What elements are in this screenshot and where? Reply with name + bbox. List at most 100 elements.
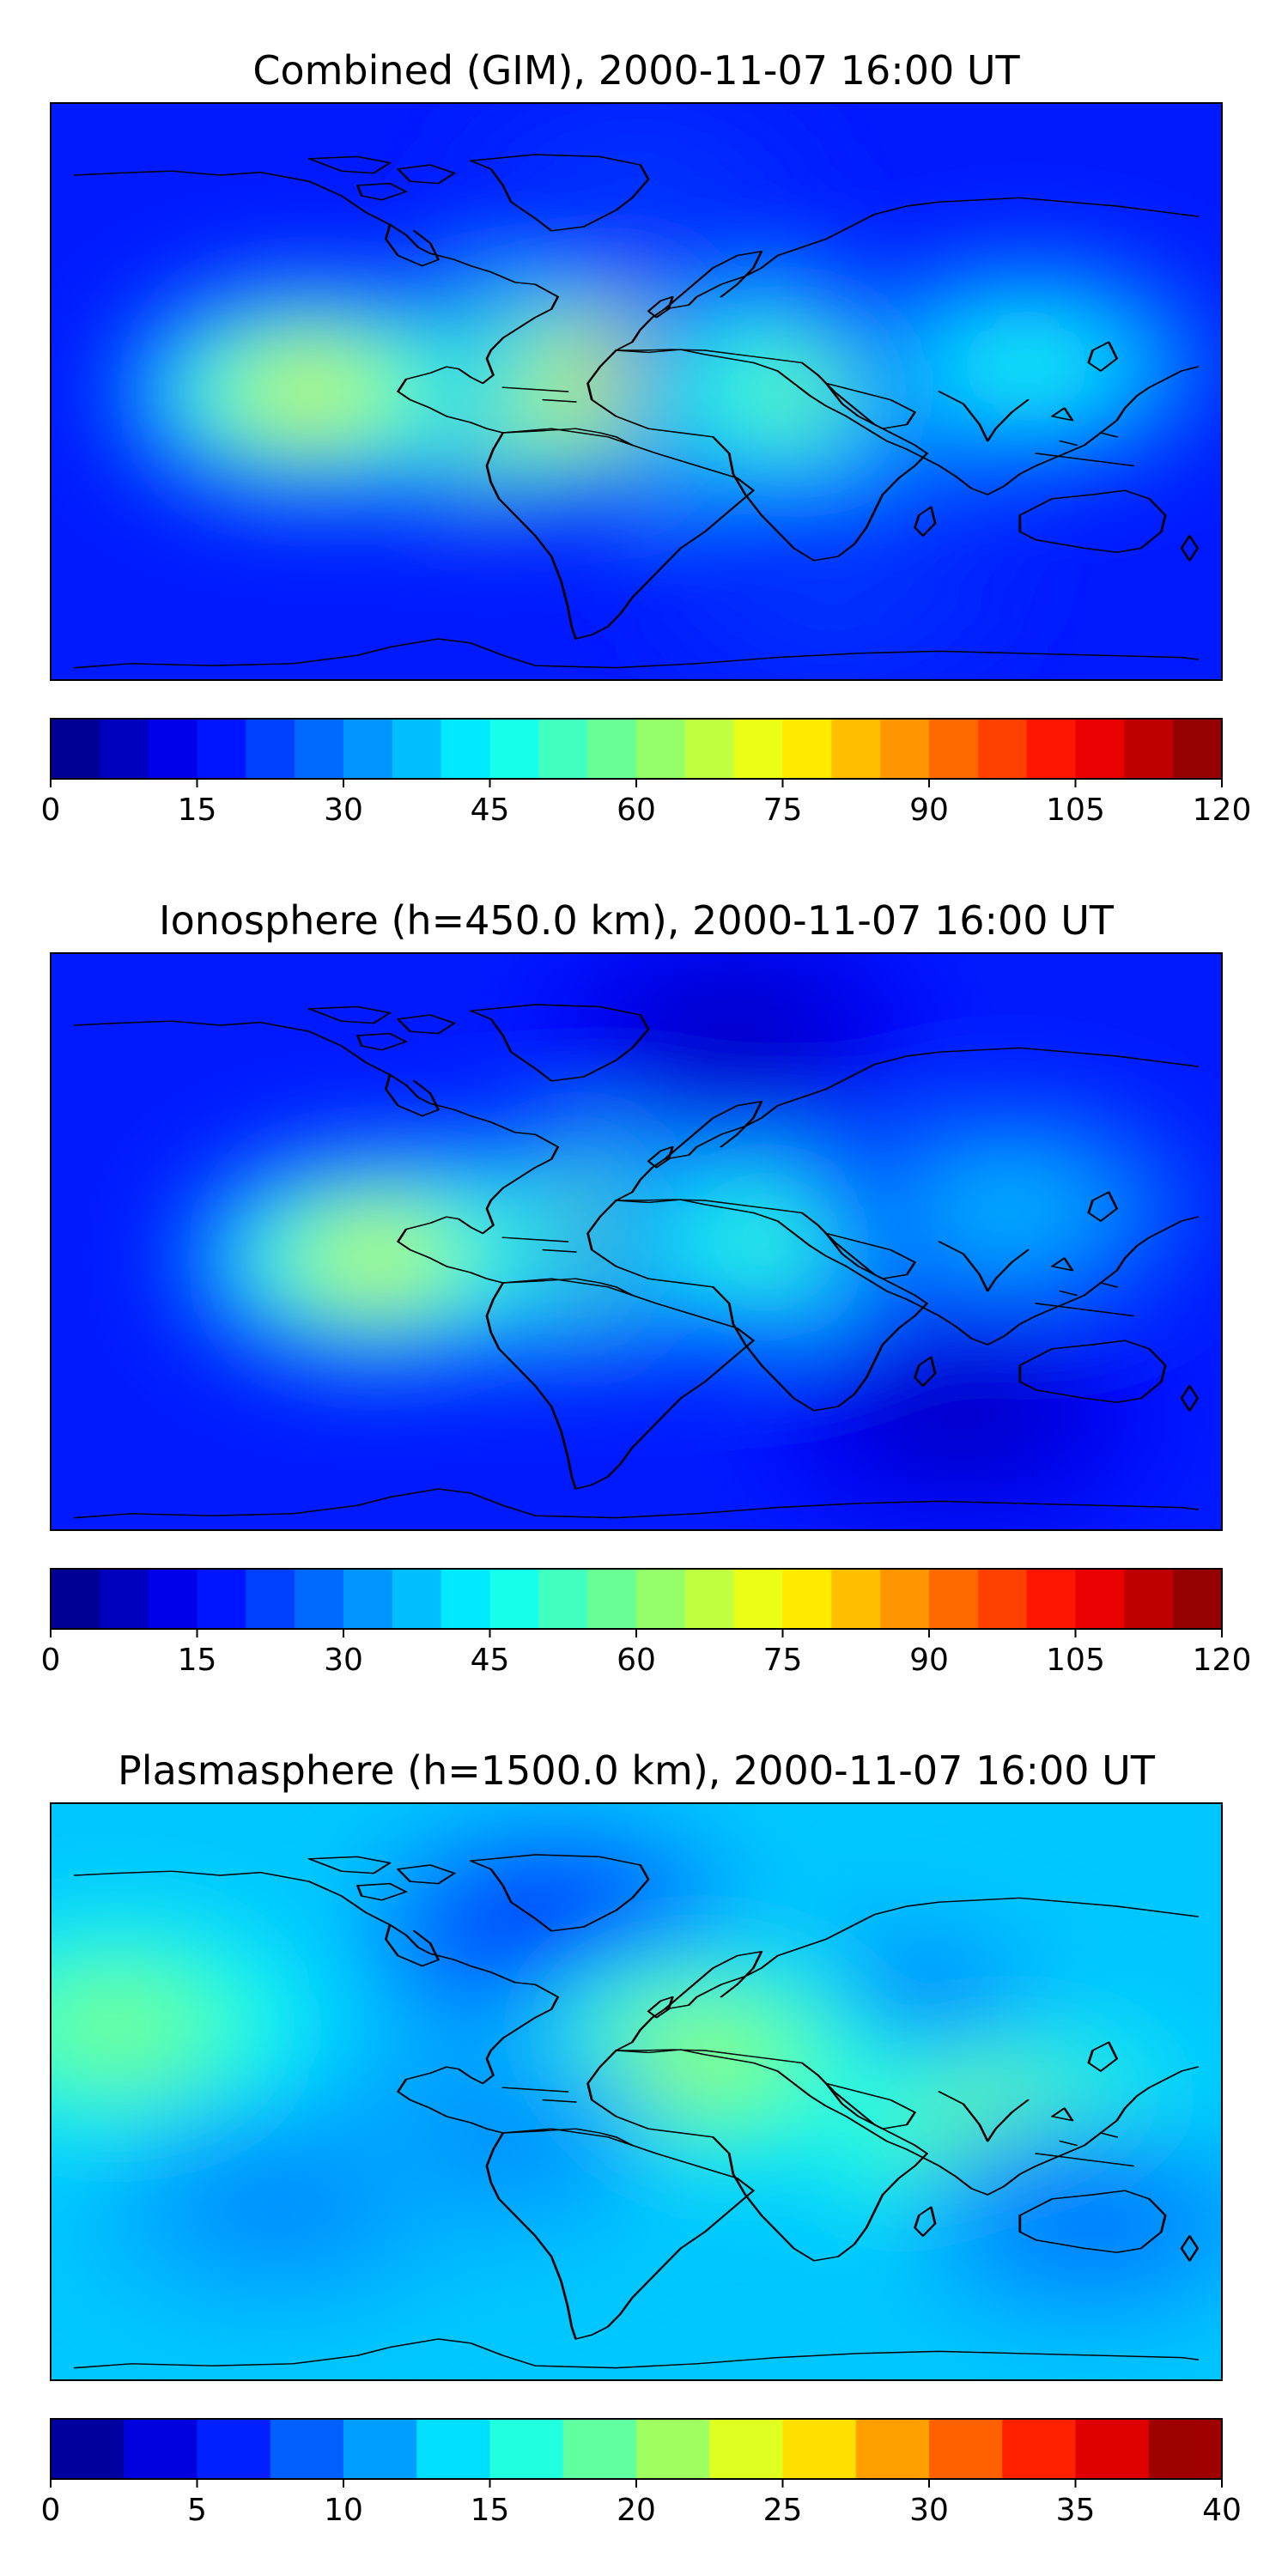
- colorbar-tick-label: 30: [324, 793, 363, 828]
- colorbar-segment: [587, 719, 637, 779]
- colorbar-segment: [1124, 719, 1174, 779]
- colorbar-segment: [489, 2419, 564, 2479]
- colorbar-segment: [782, 719, 832, 779]
- colorbar-tick-label: 30: [909, 2493, 949, 2528]
- colorbar-segment: [51, 719, 100, 779]
- colorbar-segment: [197, 2419, 271, 2479]
- field-blob: [661, 2037, 741, 2082]
- field-layer: [51, 1820, 1222, 2332]
- colorbar-segment: [489, 719, 539, 779]
- panel-title: Ionosphere (h=450.0 km), 2000-11-07 16:0…: [159, 897, 1115, 944]
- colorbar-tick-label: 0: [41, 793, 61, 828]
- colorbar-tick-label: 15: [178, 1643, 217, 1678]
- colorbar-tick-label: 20: [617, 2493, 656, 2528]
- colorbar-segment: [392, 1569, 442, 1629]
- colorbar-segment: [489, 1569, 539, 1629]
- field-blob: [1052, 2197, 1132, 2243]
- colorbar-segment: [929, 719, 979, 779]
- field-blob: [239, 2181, 319, 2227]
- colorbar: 0 5 10 15 20 25 30 35 40: [41, 2418, 1242, 2528]
- colorbar-segment: [1173, 1569, 1223, 1629]
- field-blob: [970, 1187, 1050, 1232]
- panel-2: Ionosphere (h=450.0 km), 2000-11-07 16:0…: [41, 897, 1252, 1678]
- field-blob: [759, 369, 839, 414]
- colorbar-segment: [295, 719, 344, 779]
- colorbar-tick-label: 120: [1193, 793, 1252, 828]
- colorbar-segment: [99, 719, 149, 779]
- panel-1: Combined (GIM), 2000-11-07 16:00 UT 0 15 30…: [41, 47, 1252, 828]
- colorbar-segment: [1173, 719, 1223, 779]
- colorbar-tick-label: 15: [178, 793, 217, 828]
- colorbar-segment: [733, 1569, 784, 1629]
- colorbar-segment: [831, 1569, 881, 1629]
- colorbar-tick-label: 5: [187, 2493, 207, 2528]
- map-frame: [50, 102, 1223, 681]
- field-blob: [515, 1909, 595, 1954]
- colorbar-segment: [440, 1569, 491, 1629]
- field-blob: [792, 562, 872, 606]
- colorbar-segment: [270, 2419, 344, 2479]
- colorbar-segment: [1148, 2419, 1223, 2479]
- colorbar-segment: [733, 719, 784, 779]
- colorbar-tick-label: 25: [763, 2493, 803, 2528]
- colorbar-segment: [124, 2419, 198, 2479]
- field-blob: [987, 343, 1066, 389]
- colorbar-tick-label: 30: [324, 1643, 363, 1678]
- colorbar-segment: [855, 2419, 930, 2479]
- field-layer: [113, 103, 1222, 680]
- map-area: [51, 103, 1222, 680]
- field-blob: [336, 1235, 416, 1280]
- map-area: [51, 1803, 1222, 2380]
- colorbar-segment: [880, 719, 930, 779]
- colorbar-segment: [197, 719, 246, 779]
- colorbar-segment: [636, 719, 686, 779]
- colorbar-segment: [929, 2419, 1003, 2479]
- colorbar-segment: [1002, 2419, 1077, 2479]
- colorbar-segment: [538, 1569, 588, 1629]
- colorbar-tick-label: 90: [909, 1643, 949, 1678]
- colorbar-segment: [636, 2419, 710, 2479]
- colorbar-segment: [440, 719, 491, 779]
- colorbar: 0 15 30 45 60 75 90 105 120: [41, 718, 1252, 828]
- field-blob: [76, 2005, 155, 2050]
- colorbar-segment: [636, 1569, 686, 1629]
- colorbar: 0 15 30 45 60 75 90 105 120: [41, 1568, 1252, 1678]
- colorbar-tick-label: 40: [1202, 2493, 1242, 2528]
- colorbar-segment: [587, 1569, 637, 1629]
- colorbar-tick-label: 60: [617, 793, 656, 828]
- colorbar-segment: [880, 1569, 930, 1629]
- colorbar-segment: [831, 719, 881, 779]
- field-blob: [726, 1219, 806, 1264]
- colorbar-segment: [246, 719, 295, 779]
- colorbar-segment: [977, 1569, 1028, 1629]
- colorbar-segment: [148, 1569, 198, 1629]
- colorbar-tick-label: 10: [324, 2493, 363, 2528]
- colorbar-tick-label: 105: [1046, 793, 1105, 828]
- colorbar-segment: [246, 1569, 295, 1629]
- map-frame: [50, 1802, 1223, 2381]
- colorbar-segment: [929, 1569, 979, 1629]
- colorbar-segment: [416, 2419, 491, 2479]
- colorbar-segment: [1075, 1569, 1125, 1629]
- colorbar-segment: [684, 719, 735, 779]
- colorbar-segment: [148, 719, 198, 779]
- colorbar-segment: [1026, 719, 1077, 779]
- colorbar-tick-label: 75: [763, 793, 803, 828]
- colorbar-segment: [392, 719, 442, 779]
- colorbar-segment: [99, 1569, 149, 1629]
- colorbar-segment: [1075, 2419, 1150, 2479]
- colorbar-tick-label: 0: [41, 1643, 61, 1678]
- colorbar-segment: [1075, 719, 1125, 779]
- colorbar-tick-label: 90: [909, 793, 949, 828]
- panel-title: Plasmasphere (h=1500.0 km), 2000-11-07 1…: [118, 1747, 1156, 1794]
- panel-3: Plasmasphere (h=1500.0 km), 2000-11-07 1…: [41, 1747, 1242, 2528]
- field-blob: [271, 369, 351, 414]
- colorbar-segment: [977, 719, 1028, 779]
- colorbar-tick-label: 75: [763, 1643, 803, 1678]
- colorbar-segment: [197, 1569, 246, 1629]
- colorbar-tick-label: 45: [471, 793, 510, 828]
- colorbar-tick-label: 120: [1193, 1643, 1252, 1678]
- map-area: [51, 953, 1222, 1530]
- colorbar-tick-label: 0: [41, 2493, 61, 2528]
